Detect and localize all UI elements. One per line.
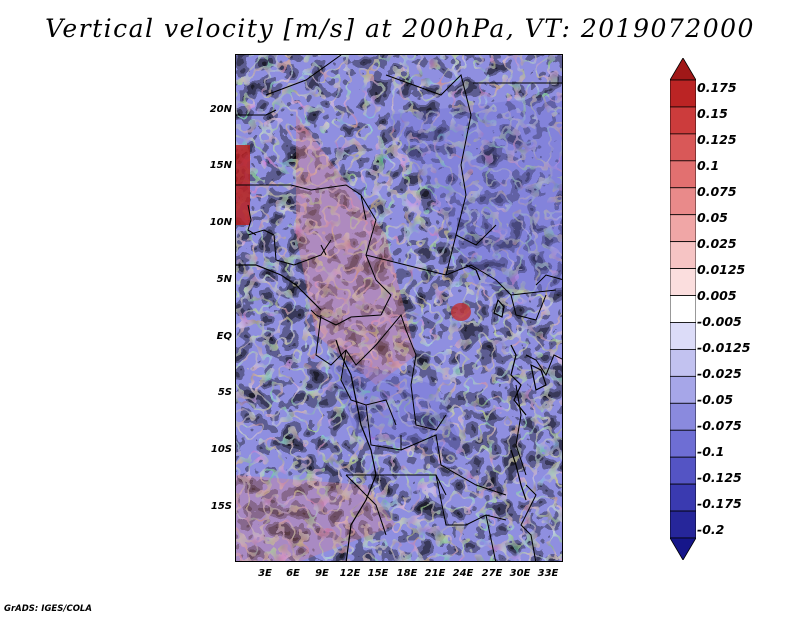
colorbar-label: -0.125 [697,470,742,485]
lon-label-27e: 27E [481,568,503,579]
colorbar-label: 0.05 [697,210,728,225]
field-neutral-layer [236,55,562,561]
colorbar-label: -0.1 [697,444,725,459]
colorbar-label: 0.0125 [697,262,746,277]
colorbar-segment [670,268,696,296]
colorbar-label: -0.2 [697,522,725,537]
lon-label-12e: 12E [339,568,361,579]
colorbar-segment [670,214,696,243]
lon-label-30e: 30E [509,568,531,579]
lon-label-18e: 18E [396,568,418,579]
colorbar-segment [670,106,696,135]
colorbar-segment [670,402,696,431]
colorbar-segment [670,79,696,108]
colorbar-segment [670,510,696,539]
colorbar-label: 0.125 [697,132,737,147]
lon-label-24e: 24E [452,568,474,579]
colorbar-segment [670,187,696,216]
strong-updraft-lakes [451,303,471,321]
map-title: Vertical velocity [m/s] at 200hPa, VT: 2… [45,14,755,43]
colorbar-segment [670,483,696,512]
lat-label-10s: 10S [210,444,232,455]
lon-label-21e: 21E [424,568,446,579]
lat-label-5s: 5S [217,387,232,398]
colorbar-segment [670,349,696,377]
colorbar-label: 0.075 [697,184,737,199]
colorbar-label: 0.1 [697,158,720,173]
lat-label-15n: 15N [209,160,232,171]
colorbar-segment [670,160,696,189]
colorbar-label: 0.175 [697,80,737,95]
lon-label-15e: 15E [367,568,389,579]
lat-label-10n: 10N [209,217,232,228]
colorbar-label: -0.175 [697,496,742,511]
colorbar-segment [670,456,696,485]
downdraft-region-northeast [386,95,562,295]
updraft-band-central [296,115,416,385]
colorbar-arrow-bottom [670,537,696,560]
lon-label-9e: 9E [315,568,329,579]
colorbar-label: -0.0125 [697,340,751,355]
colorbar-segment [670,429,696,458]
lon-label-6e: 6E [286,568,300,579]
lat-label-15s: 15S [210,501,232,512]
colorbar-label: -0.075 [697,418,742,433]
vertical-velocity-map [235,54,563,562]
lat-label-5n: 5N [216,274,232,285]
colorbar-label: -0.05 [697,392,734,407]
coastlines [236,264,547,561]
colorbar-label: 0.15 [697,106,728,121]
country-borders [236,55,562,561]
footer-credit: GrADS: IGES/COLA [4,604,92,614]
colorbar-label: 0.025 [697,236,737,251]
lat-label-20n: 20N [209,104,232,115]
lon-label-33e: 33E [537,568,559,579]
colorbar-segment [670,295,696,323]
colorbar-label: 0.005 [697,288,737,303]
velocity-field [236,55,562,561]
colorbar-segment [670,375,696,404]
colorbar-segment [670,133,696,162]
lat-label-eq: EQ [216,331,232,342]
downdraft-region-congo [326,355,466,455]
lon-label-3e: 3E [258,568,272,579]
colorbar-arrow-top [670,58,696,81]
colorbar-label: -0.005 [697,314,742,329]
colorbar-segment [670,241,696,269]
colorbar [670,58,696,560]
updraft-band-south [236,475,396,561]
colorbar-segment [670,322,696,350]
colorbar-label: -0.025 [697,366,742,381]
